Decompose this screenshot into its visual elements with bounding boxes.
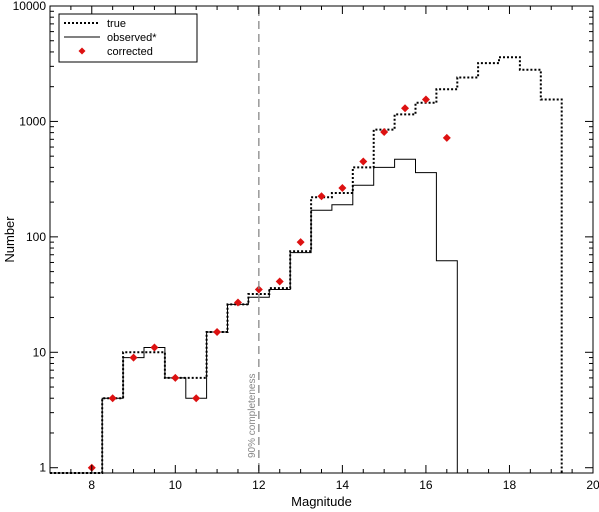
x-tick-label: 12 xyxy=(252,478,266,492)
point-corrected xyxy=(233,298,242,307)
point-corrected xyxy=(317,192,326,201)
y-tick-label: 1 xyxy=(39,461,46,475)
x-tick-label: 20 xyxy=(586,478,599,492)
point-corrected xyxy=(401,104,410,113)
y-tick-label: 1000 xyxy=(19,114,46,128)
series-true xyxy=(50,56,563,474)
point-corrected xyxy=(296,238,305,247)
x-axis-title: Magnitude xyxy=(291,494,352,509)
y-tick-label: 10000 xyxy=(13,0,47,13)
point-corrected xyxy=(380,127,389,136)
x-tick-label: 16 xyxy=(419,478,433,492)
series-observed xyxy=(50,158,458,474)
x-tick-label: 8 xyxy=(88,478,95,492)
legend-label-observed: observed* xyxy=(107,32,157,44)
legend-label-true: true xyxy=(107,18,126,30)
legend-label-corrected: corrected xyxy=(107,46,153,58)
completeness-label: 90% completeness xyxy=(247,374,258,459)
y-tick-label: 100 xyxy=(26,230,46,244)
legend: true observed* corrected xyxy=(58,13,198,63)
ticks-layer: 8 10 12 14 16 18 20 1 10 100 1000 10000 xyxy=(13,0,599,492)
point-corrected xyxy=(171,373,180,382)
y-axis-title: Number xyxy=(2,216,17,263)
legend-swatch-corrected xyxy=(78,47,86,55)
point-corrected xyxy=(275,277,284,286)
x-tick-label: 10 xyxy=(169,478,183,492)
point-corrected xyxy=(129,353,138,362)
y-tick-label: 10 xyxy=(33,345,47,359)
point-corrected xyxy=(421,95,430,104)
plot-frame xyxy=(49,5,594,474)
point-corrected xyxy=(359,157,368,166)
point-corrected xyxy=(338,184,347,193)
point-corrected xyxy=(213,327,222,336)
series-layer xyxy=(50,56,563,474)
point-corrected xyxy=(150,343,159,352)
x-tick-label: 18 xyxy=(503,478,517,492)
annotation-layer: 90% completeness xyxy=(247,8,260,473)
point-corrected xyxy=(254,285,263,294)
point-corrected xyxy=(108,394,117,403)
point-corrected xyxy=(442,133,451,142)
x-tick-label: 14 xyxy=(336,478,350,492)
point-corrected xyxy=(192,394,201,403)
